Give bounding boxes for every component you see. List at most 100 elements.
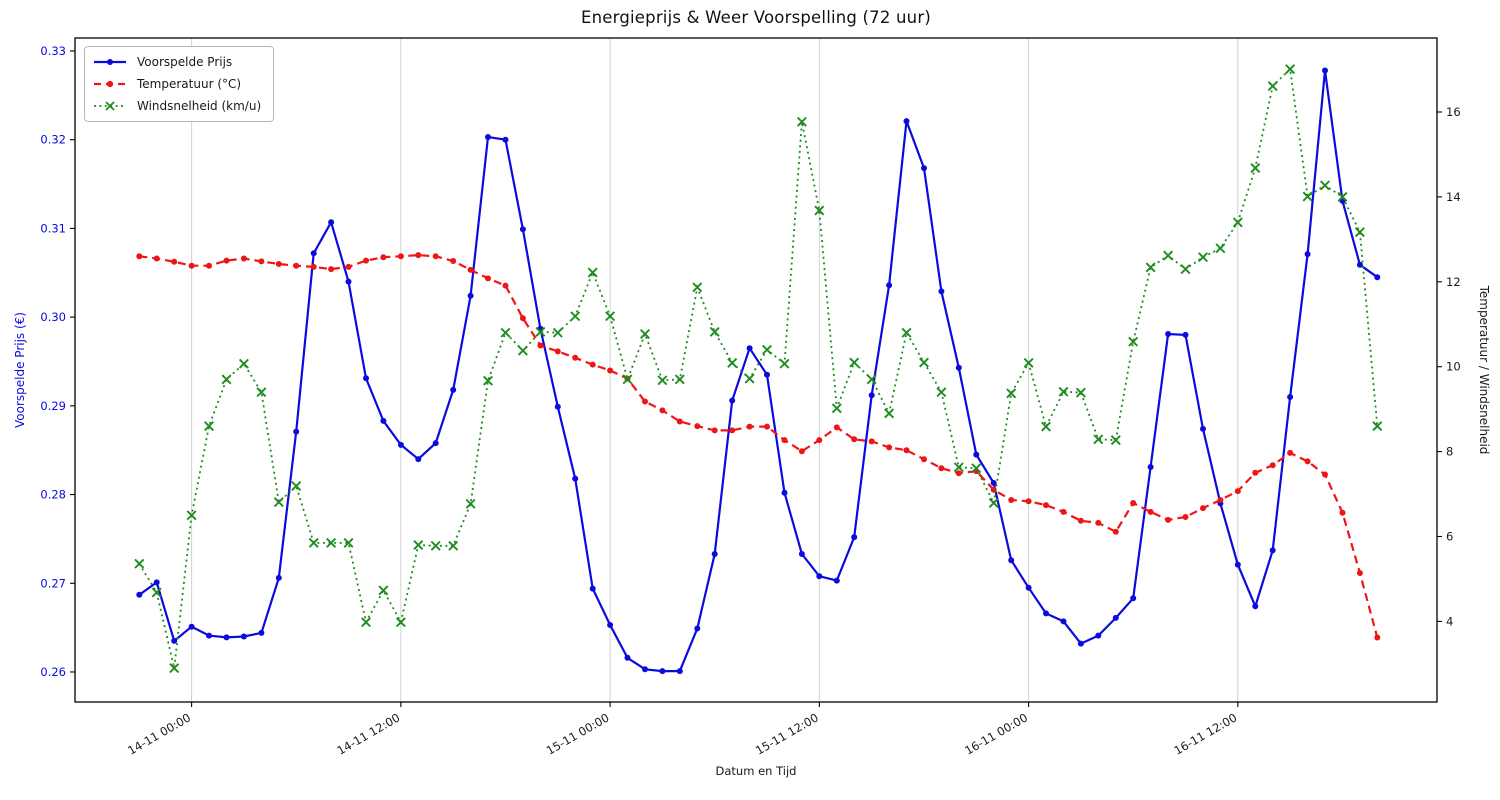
legend-label-price: Voorspelde Prijs	[137, 55, 233, 69]
price-series-point	[816, 573, 823, 580]
y-left-tick-label: 0.27	[40, 576, 66, 590]
wind-series-point	[1198, 252, 1208, 263]
wind-series-point	[238, 358, 249, 369]
temperature-series-point	[136, 253, 143, 260]
wind-series-point	[1058, 386, 1069, 397]
price-series	[136, 67, 1381, 675]
wind-series-point	[1267, 81, 1278, 92]
wind-series-point	[762, 344, 772, 355]
wind-series-point	[361, 617, 371, 628]
wind-line-sample-icon	[94, 101, 126, 111]
wind-series-point	[1006, 388, 1017, 399]
y-right-tick-label: 8	[1446, 445, 1453, 459]
price-series-point	[415, 456, 422, 463]
wind-series-point	[884, 408, 895, 419]
temperature-series-point	[485, 275, 491, 282]
temperature-series-point	[1095, 519, 1102, 526]
temperature-series-point	[153, 255, 160, 262]
temperature-series-point	[938, 465, 945, 472]
temperature-series-point	[990, 486, 997, 493]
temperature-series-point	[293, 262, 300, 269]
x-axis-label: Datum en Tijd	[716, 764, 797, 778]
wind-series-point	[727, 357, 738, 368]
wind-series-point	[552, 327, 563, 338]
wind-series-point	[465, 498, 476, 509]
wind-series-point	[151, 587, 162, 598]
temperature-series-point	[868, 438, 875, 445]
y-right-tick-label: 16	[1446, 105, 1461, 119]
x-tick-label: 14-11 00:00	[125, 710, 193, 757]
y-right-axis-label: Temperatuur / Windsnelheid	[1477, 285, 1491, 455]
price-series-point	[1060, 618, 1067, 625]
price-series-point	[519, 226, 526, 233]
temperature-series-point	[607, 367, 614, 374]
temperature-series-point	[171, 258, 178, 265]
price-series-point	[363, 375, 369, 382]
wind-series-point	[814, 205, 825, 216]
wind-series-point	[500, 327, 511, 338]
temperature-series-point	[851, 436, 858, 443]
wind-series-point	[605, 311, 616, 322]
temperature-series-point	[519, 315, 526, 322]
wind-series	[134, 64, 1383, 674]
temperature-series-point	[903, 447, 910, 454]
temperature-series-point	[415, 252, 422, 259]
price-series-line	[138, 70, 1378, 673]
x-tick-label: 16-11 12:00	[1172, 710, 1240, 757]
wind-series-point	[779, 358, 790, 369]
wind-series-point	[919, 357, 929, 368]
y-left-axis-label: Voorspelde Prijs (€)	[13, 312, 27, 428]
temperature-series-point	[1147, 508, 1154, 515]
temperature-series-point	[258, 258, 265, 265]
y-left-tick-label: 0.31	[40, 221, 66, 235]
legend-item-wind: Windsnelheid (km/u)	[93, 98, 261, 114]
price-line-sample-icon	[94, 59, 126, 65]
wind-series-point	[291, 481, 302, 491]
wind-series-point	[256, 387, 267, 398]
temperature-series-point	[1130, 500, 1137, 506]
price-series-point	[275, 574, 282, 581]
wind-series-point	[1250, 163, 1261, 173]
x-tick-label: 16-11 00:00	[962, 710, 1030, 757]
wind-series-point	[1110, 435, 1121, 446]
price-series-point	[345, 278, 352, 285]
temperature-series-point	[467, 266, 474, 273]
temperature-series-point	[833, 424, 840, 431]
temperature-series-point	[380, 254, 387, 261]
price-series-point	[921, 165, 927, 172]
price-series-point	[990, 480, 997, 486]
legend-item-price: Voorspelde Prijs	[93, 54, 261, 70]
wind-series-point	[326, 537, 337, 548]
price-series-point	[1130, 595, 1137, 602]
wind-series-point	[622, 374, 633, 385]
y-left-tick-label: 0.29	[40, 399, 66, 413]
price-series-point	[694, 625, 701, 632]
temperature-line-sample-icon	[94, 80, 126, 88]
wind-series-point	[1215, 243, 1226, 254]
wind-series-point	[1320, 180, 1330, 191]
price-series-point	[973, 451, 980, 458]
y-left-tick-label: 0.30	[40, 310, 66, 324]
temperature-series-point	[764, 423, 770, 430]
price-series-point	[572, 475, 579, 482]
price-series-point	[450, 386, 457, 393]
chart-title: Energieprijs & Weer Voorspelling (72 uur…	[581, 8, 931, 27]
price-series-point	[206, 632, 212, 639]
legend-label-temperature: Temperatuur (°C)	[137, 77, 242, 91]
wind-series-point	[308, 537, 319, 548]
temperature-series-point	[816, 437, 823, 444]
temperature-series-point	[1200, 505, 1206, 512]
price-series-point	[485, 134, 491, 140]
temperature-series-point	[798, 448, 805, 455]
x-tick-label: 14-11 12:00	[335, 710, 403, 757]
y-right-tick-label: 14	[1446, 190, 1461, 204]
temperature-series-point	[1269, 462, 1276, 469]
temperature-series-point	[1287, 449, 1294, 456]
wind-series-point	[430, 540, 441, 551]
price-series-point	[746, 345, 753, 352]
price-series-point	[1025, 584, 1032, 591]
price-series-point	[607, 622, 614, 628]
price-series-point	[467, 292, 474, 299]
price-series-point	[886, 282, 893, 289]
price-series-point	[676, 668, 683, 675]
